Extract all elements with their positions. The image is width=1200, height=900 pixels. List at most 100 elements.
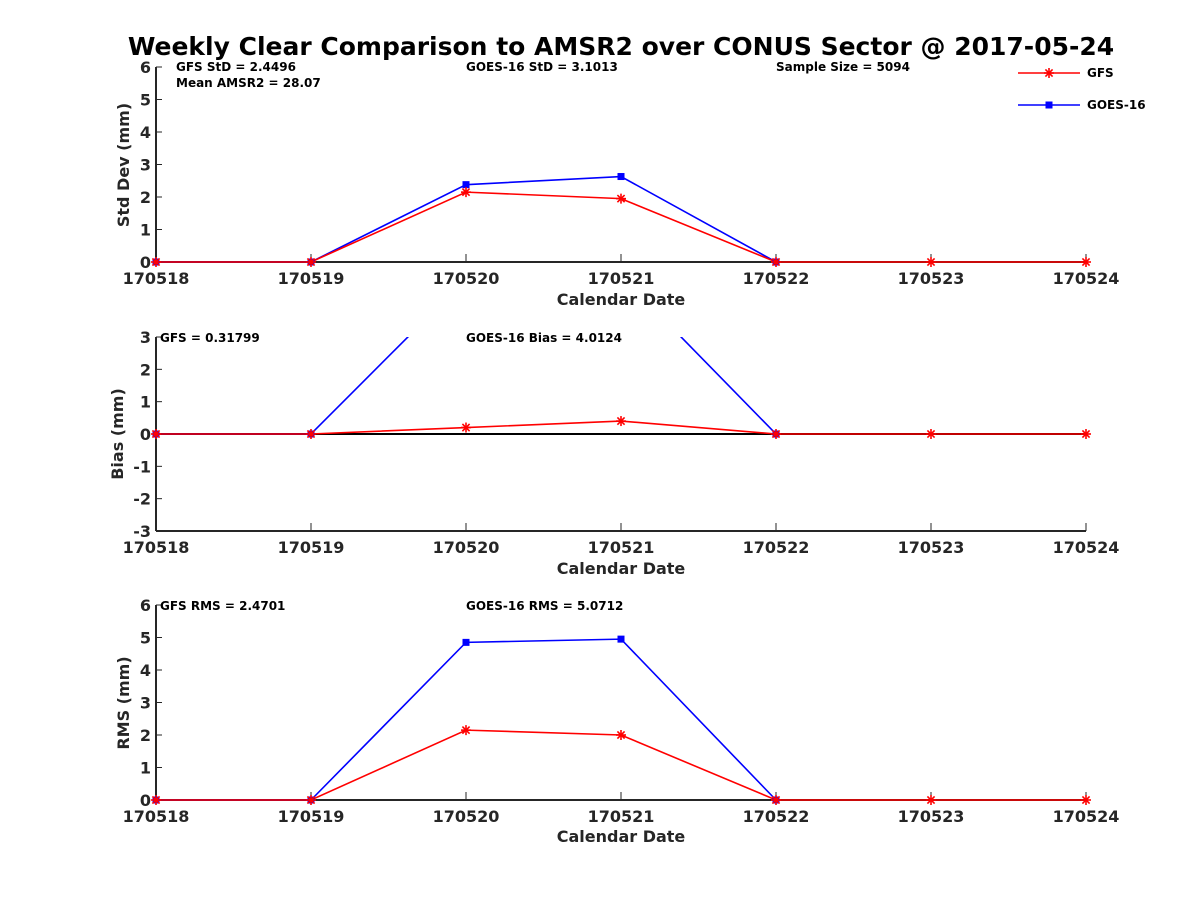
figure-title: Weekly Clear Comparison to AMSR2 over CO…	[128, 32, 1114, 61]
stddev-xtick-label-5: 170523	[898, 269, 965, 288]
panel-stddev-xlabel: Calendar Date	[557, 290, 686, 309]
stddev-ytick-label-6: 6	[140, 58, 151, 77]
legend-label-goes16: GOES-16	[1087, 98, 1146, 112]
stddev-series-gfs-point-2	[461, 187, 471, 198]
bias-ytick-label-0: -3	[133, 522, 151, 541]
rms-xtick-label-0: 170518	[123, 807, 190, 826]
rms-series-gfs-point-0	[151, 795, 161, 805]
bias-xtick-label-2: 170520	[433, 538, 500, 557]
stddev-series-goes16-point-2	[462, 181, 470, 189]
stddev-annotation-goes16: GOES-16 StD = 3.1013	[466, 60, 618, 74]
legend-label-gfs: GFS	[1087, 66, 1114, 80]
stddev-ytick-label-5: 5	[140, 91, 151, 110]
rms-xtick-label-6: 170524	[1053, 807, 1120, 826]
stddev-ytick-label-3: 3	[140, 156, 151, 175]
stddev-xtick-label-0: 170518	[123, 269, 190, 288]
bias-series-gfs-point-6	[1081, 429, 1091, 439]
stddev-series-gfs-point-6	[1081, 257, 1091, 267]
bias-series-gfs-point-1	[306, 429, 316, 439]
rms-plot-area	[151, 635, 1091, 805]
stddev-xtick-label-3: 170521	[588, 269, 655, 288]
bias-series-gfs-point-4	[771, 429, 781, 439]
stddev-xtick-label-2: 170520	[433, 269, 500, 288]
bias-series-gfs-point-0	[151, 429, 161, 439]
rms-ytick-label-6: 6	[140, 596, 151, 615]
stddev-ytick-label-0: 0	[140, 253, 151, 272]
rms-xtick-label-4: 170522	[743, 807, 810, 826]
bias-xtick-label-3: 170521	[588, 538, 655, 557]
rms-series-gfs-point-2	[461, 725, 471, 736]
stddev-xtick-label-6: 170524	[1053, 269, 1120, 288]
rms-annotation-goes16: GOES-16 RMS = 5.0712	[466, 599, 623, 613]
rms-ytick-label-5: 5	[140, 629, 151, 648]
rms-series-goes16-line	[156, 638, 777, 801]
stddev-xtick-label-4: 170522	[743, 269, 810, 288]
bias-ytick-label-2: -1	[133, 457, 151, 476]
rms-series-gfs-point-6	[1081, 795, 1091, 805]
legend-item-goes16: GOES-16	[1018, 98, 1146, 112]
stddev-annotation-sample-size: Sample Size = 5094	[776, 60, 910, 74]
stddev-annotation-gfs: GFS StD = 2.4496	[176, 60, 296, 74]
bias-series-gfs-point-5	[926, 429, 936, 439]
rms-series-goes16-point-2	[462, 638, 470, 646]
panel-stddev-ylabel: Std Dev (mm)	[114, 103, 133, 227]
bias-series-gfs-point-3	[616, 416, 626, 427]
bias-ytick-label-1: -2	[133, 490, 151, 509]
stddev-series-gfs-point-1	[306, 257, 316, 267]
rms-xtick-label-5: 170523	[898, 807, 965, 826]
bias-annotation-goes16: GOES-16 Bias = 4.0124	[466, 331, 622, 345]
bias-ytick-label-5: 2	[140, 360, 151, 379]
legend-marker-goes16	[1045, 101, 1053, 109]
stddev-series-gfs-point-4	[771, 257, 781, 267]
panel-bias: -3 -2 -1 0 1 2 3 170518 170519 170520 170521 170522…	[108, 328, 1120, 578]
bias-xtick-label-4: 170522	[743, 538, 810, 557]
panel-bias-ylabel: Bias (mm)	[108, 388, 127, 480]
bias-ytick-label-6: 3	[140, 328, 151, 347]
panel-bias-xlabel: Calendar Date	[557, 559, 686, 578]
bias-xtick-label-5: 170523	[898, 538, 965, 557]
bias-ytick-label-3: 0	[140, 425, 151, 444]
bias-series-gfs-point-2	[461, 422, 471, 433]
stddev-series-gfs-point-0	[151, 257, 161, 267]
stddev-ytick-label-1: 1	[140, 221, 151, 240]
bias-ytick-label-4: 1	[140, 393, 151, 412]
legend-item-gfs: GFS	[1018, 66, 1114, 80]
rms-series-gfs-point-3	[616, 730, 626, 740]
rms-annotation-gfs: GFS RMS = 2.4701	[160, 599, 285, 613]
rms-ytick-label-0: 0	[140, 791, 151, 810]
panel-rms: 0 1 2 3 4 5 6 170518 170519 170520 170521 170522 170…	[114, 596, 1119, 846]
stddev-annotation-mean-amsr2: Mean AMSR2 = 28.07	[176, 76, 321, 90]
rms-series-goes16-point-3	[617, 635, 625, 643]
legend-marker-gfs	[1044, 68, 1054, 78]
rms-xtick-label-2: 170520	[433, 807, 500, 826]
panel-stddev: 0 1 2 3 4 5 6 170518 170519 170520 170521 170522 170…	[114, 58, 1119, 309]
rms-ytick-label-2: 2	[140, 726, 151, 745]
stddev-series-goes16-point-3	[617, 173, 625, 181]
stddev-plot-area	[151, 173, 1091, 267]
rms-ytick-label-4: 4	[140, 661, 151, 680]
stddev-ytick-label-4: 4	[140, 123, 151, 142]
rms-xtick-label-3: 170521	[588, 807, 655, 826]
panel-rms-ylabel: RMS (mm)	[114, 656, 133, 749]
rms-series-gfs-point-1	[306, 795, 316, 805]
rms-xtick-label-1: 170519	[278, 807, 345, 826]
bias-xtick-label-0: 170518	[123, 538, 190, 557]
stddev-series-gfs-point-5	[926, 257, 936, 267]
legend-marker-shape-1	[1045, 101, 1053, 109]
rms-ytick-label-3: 3	[140, 694, 151, 713]
rms-series-gfs-point-4	[771, 795, 781, 805]
legend-marker-shape-0	[1044, 68, 1054, 78]
rms-series-gfs-point-5	[926, 795, 936, 805]
rms-series-gfs-line	[156, 729, 1086, 801]
bias-xtick-label-6: 170524	[1053, 538, 1120, 557]
bias-plot-area	[151, 337, 1091, 439]
bias-annotation-gfs: GFS = 0.31799	[160, 331, 260, 345]
stddev-ytick-label-2: 2	[140, 188, 151, 207]
stddev-xtick-label-1: 170519	[278, 269, 345, 288]
bias-xtick-label-1: 170519	[278, 538, 345, 557]
panel-rms-xlabel: Calendar Date	[557, 827, 686, 846]
stddev-series-gfs-point-3	[616, 193, 626, 204]
legend: GFS GOES-16	[1018, 66, 1146, 112]
rms-ytick-label-1: 1	[140, 759, 151, 778]
